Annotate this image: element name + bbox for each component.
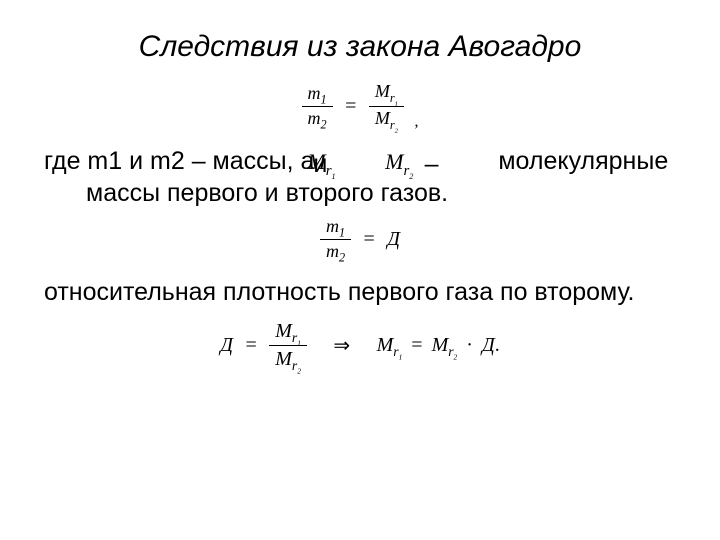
equals-sign: = (237, 334, 264, 357)
fraction-m1m2: m1 m2 (320, 217, 351, 262)
para1-lead: где m1 и m2 – массы, а (44, 147, 314, 175)
equals-sign: = (337, 95, 364, 118)
fraction-rhs: Mr1 Mr2 (369, 82, 404, 131)
sub-2: 2 (321, 118, 327, 132)
sub-r2: r2 (390, 118, 398, 132)
fraction-lhs: m1 m2 (302, 84, 333, 129)
var-D: Д (387, 228, 400, 251)
fraction-Mr1Mr2: Mr1 Mr2 (269, 320, 307, 372)
and-dash-layer: и – (321, 148, 525, 180)
equals-sign: = (356, 228, 383, 251)
para-relative-density: относительная плотность первого газа по … (82, 276, 680, 308)
var-m: m (308, 83, 321, 103)
sub-r1: r1 (390, 91, 398, 105)
var-D: Д (220, 334, 233, 357)
sub-1: 1 (321, 93, 327, 107)
formula-density-result: Д = Mr1 Mr2 ⇒ Mr1 = Mr2 · Д. (40, 320, 680, 372)
var-M: M (375, 108, 390, 128)
para-masses-definition: где m1 и m2 – массы, а Mr1 Mr2 и – молек… (82, 145, 680, 209)
var-M: M (375, 81, 390, 101)
formula-density-definition: m1 m2 = Д (40, 217, 680, 262)
trailing-comma: , (408, 113, 418, 131)
slide-container: Следствия из закона Авогадро m1 m2 = Mr1… (0, 0, 720, 540)
formula-mass-ratio: m1 m2 = Mr1 Mr2 , (40, 82, 680, 131)
result-expression: Mr1 = Mr2 · Д. (377, 334, 500, 358)
var-m: m (308, 108, 321, 128)
mr-overlap-region: Mr1 Mr2 и – (321, 148, 491, 176)
slide-title: Следствия из закона Авогадро (40, 30, 680, 64)
implies-arrow: ⇒ (311, 333, 372, 358)
